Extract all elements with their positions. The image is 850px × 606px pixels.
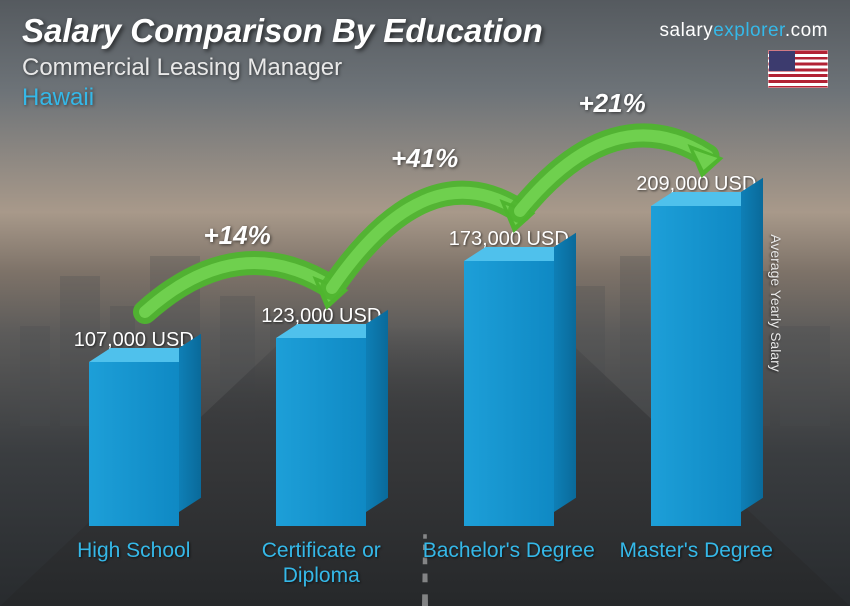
bar-group: 173,000 USDBachelor's Degree: [421, 228, 596, 586]
brand-suffix: .com: [785, 20, 828, 41]
bar-side: [741, 178, 763, 512]
brand-accent: explorer: [713, 20, 785, 41]
bar-group: 209,000 USDMaster's Degree: [609, 173, 784, 586]
bar-side: [179, 334, 201, 512]
bar-category-label: Master's Degree: [620, 538, 773, 586]
brand-prefix: salary: [660, 20, 714, 41]
brand-block: salaryexplorer.com: [660, 20, 828, 88]
bar-category-label: High School: [77, 538, 190, 586]
flag-icon: [768, 50, 828, 88]
bar-side: [554, 233, 576, 512]
bar: [464, 261, 554, 526]
bar-side: [366, 310, 388, 512]
bar-chart: 107,000 USDHigh School123,000 USDCertifi…: [40, 106, 790, 586]
bar: [89, 362, 179, 526]
bar: [276, 338, 366, 526]
brand-name: salaryexplorer.com: [660, 20, 828, 42]
bar-front: [464, 261, 554, 526]
bar: [651, 206, 741, 526]
bar-category-label: Certificate or Diploma: [234, 538, 409, 586]
bar-group: 107,000 USDHigh School: [46, 329, 221, 586]
bar-front: [651, 206, 741, 526]
bar-category-label: Bachelor's Degree: [423, 538, 595, 586]
bar-front: [89, 362, 179, 526]
bar-front: [276, 338, 366, 526]
bar-group: 123,000 USDCertificate or Diploma: [234, 305, 409, 586]
